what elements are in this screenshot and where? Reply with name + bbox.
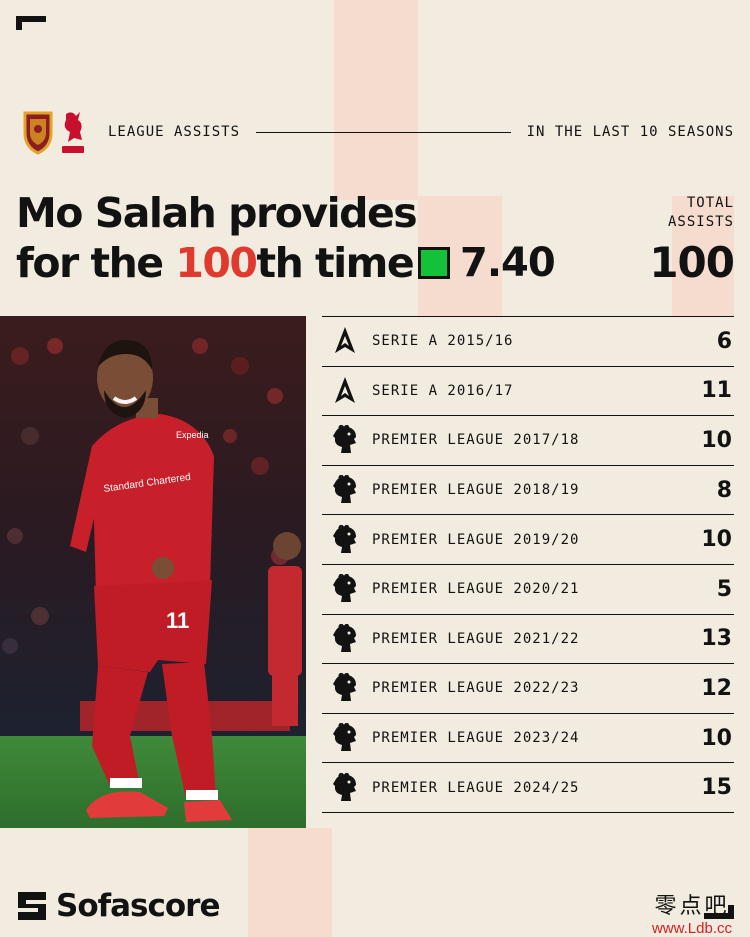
serie-a-icon	[330, 375, 360, 407]
season-label: PREMIER LEAGUE 2018/19	[372, 482, 580, 499]
watermark-line-2: www.Ldb.cc	[651, 920, 732, 937]
headline-highlight: 100	[175, 239, 258, 287]
season-label: PREMIER LEAGUE 2019/20	[372, 531, 580, 548]
premier-league-icon	[330, 424, 360, 456]
shorts-number: 11	[166, 608, 189, 633]
seasons-range-label: IN THE LAST 10 SEASONS	[526, 124, 734, 140]
table-row: PREMIER LEAGUE 2022/23 12	[322, 664, 734, 714]
sofascore-logo-icon	[18, 892, 46, 920]
section-header: LEAGUE ASSISTS IN THE LAST 10 SEASONS	[108, 122, 734, 142]
total-assists-label: TOTAL ASSISTS	[614, 194, 734, 232]
premier-league-icon	[330, 722, 360, 754]
season-label: PREMIER LEAGUE 2024/25	[372, 779, 580, 796]
season-assists: 10	[701, 725, 732, 751]
watermark: 零点吧 www.Ldb.cc	[652, 888, 732, 937]
background-stripe	[248, 828, 332, 937]
premier-league-icon	[330, 573, 360, 605]
headline-line-1: Mo Salah provides	[16, 189, 418, 237]
league-assists-label: LEAGUE ASSISTS	[108, 124, 241, 140]
total-assists-value: 100	[649, 238, 735, 287]
sofascore-brand: Sofascore	[16, 888, 220, 924]
headline-line-2: for the 100th time!	[16, 238, 432, 288]
headline-line-2-pre: for the	[16, 239, 176, 287]
rating-value: 7.40	[460, 240, 556, 286]
season-label: SERIE A 2016/17	[372, 382, 514, 399]
headline-line-2-post: th time!	[256, 239, 431, 287]
season-label: PREMIER LEAGUE 2017/18	[372, 432, 580, 449]
table-row: PREMIER LEAGUE 2023/24 10	[322, 714, 734, 764]
headline: Mo Salah provides for the 100th time!	[16, 188, 432, 288]
table-row: PREMIER LEAGUE 2017/18 10	[322, 416, 734, 466]
premier-league-icon	[330, 672, 360, 704]
watermark-line-1: 零点吧	[654, 894, 730, 919]
season-label: PREMIER LEAGUE 2020/21	[372, 581, 580, 598]
as-roma-crest	[23, 111, 53, 155]
serie-a-icon	[330, 325, 360, 357]
table-row: PREMIER LEAGUE 2019/20 10	[322, 515, 734, 565]
total-label-line-1: TOTAL	[686, 195, 734, 211]
rating-color-square	[418, 247, 450, 279]
table-row: PREMIER LEAGUE 2021/22 13	[322, 615, 734, 665]
season-assists: 15	[701, 775, 732, 801]
premier-league-icon	[330, 524, 360, 556]
corner-mark-bottom-right	[704, 905, 734, 919]
match-rating: 7.40	[418, 240, 556, 286]
player-photo: Standard Chartered Expedia 11	[0, 316, 306, 828]
table-row: PREMIER LEAGUE 2018/19 8	[322, 466, 734, 516]
season-assists: 10	[701, 427, 732, 453]
premier-league-icon	[330, 623, 360, 655]
background-stripe	[672, 196, 734, 316]
season-label: PREMIER LEAGUE 2022/23	[372, 680, 580, 697]
season-label: SERIE A 2015/16	[372, 333, 514, 350]
table-row: SERIE A 2015/16 6	[322, 317, 734, 367]
liverpool-fc-crest	[62, 112, 84, 153]
season-assists: 12	[701, 675, 732, 701]
season-assists: 10	[701, 527, 732, 553]
player-illustration: Standard Chartered Expedia 11	[0, 316, 306, 828]
seasons-table: SERIE A 2015/16 6 SERIE A 2016/17 11 PREMIER…	[322, 316, 734, 813]
header-divider	[256, 131, 511, 133]
brand-name: Sofascore	[56, 888, 220, 924]
season-assists: 5	[716, 576, 732, 602]
season-assists: 13	[701, 626, 732, 652]
table-row: PREMIER LEAGUE 2020/21 5	[322, 565, 734, 615]
season-label: PREMIER LEAGUE 2023/24	[372, 730, 580, 747]
total-label-line-2: ASSISTS	[667, 214, 734, 230]
table-row: SERIE A 2016/17 11	[322, 367, 734, 417]
premier-league-icon	[330, 474, 360, 506]
season-assists: 11	[701, 378, 732, 404]
season-assists: 6	[716, 328, 732, 354]
table-row: PREMIER LEAGUE 2024/25 15	[322, 763, 734, 813]
club-crests	[22, 108, 88, 156]
premier-league-icon	[330, 772, 360, 804]
corner-mark-top-left	[16, 16, 46, 30]
sleeve-sponsor: Expedia	[176, 430, 209, 440]
background-stripe	[334, 0, 418, 200]
season-label: PREMIER LEAGUE 2021/22	[372, 630, 580, 647]
season-assists: 8	[716, 477, 732, 503]
